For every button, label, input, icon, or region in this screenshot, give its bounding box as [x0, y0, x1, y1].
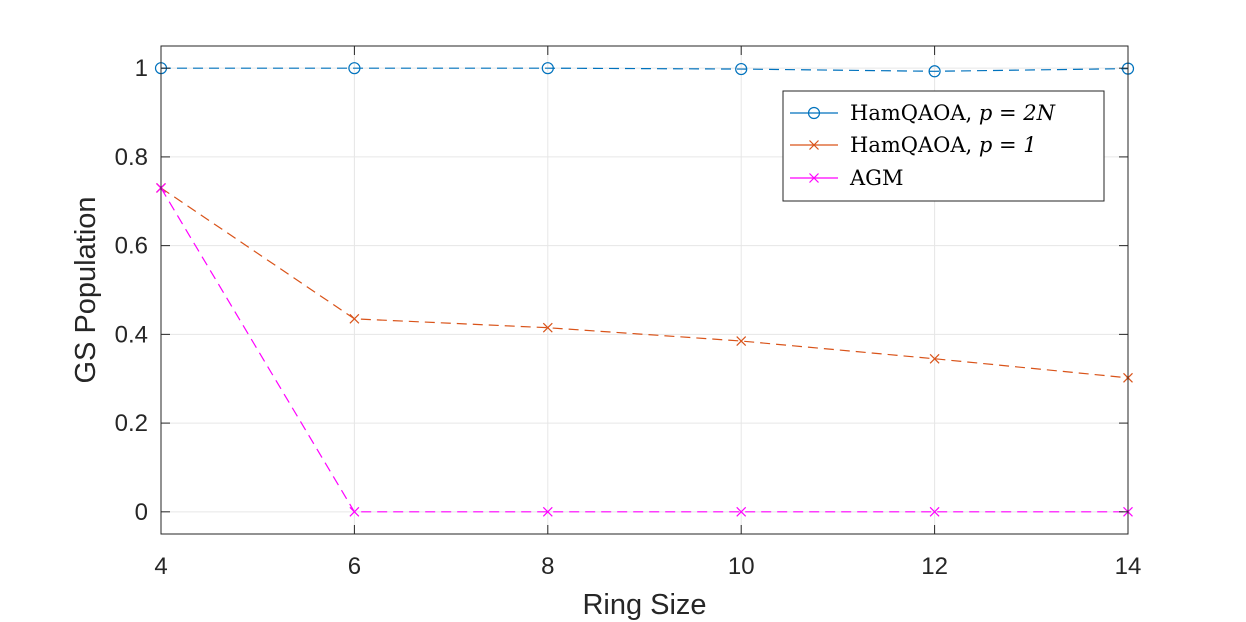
legend-label-text: HamQAOA, — [850, 133, 979, 157]
x-tick-label: 6 — [348, 553, 361, 580]
legend-label-2: HamQAOA, p = 1 — [850, 133, 1037, 157]
data-point-series-1 — [735, 62, 748, 76]
data-point-series-2 — [929, 353, 940, 364]
data-point-series-3 — [736, 506, 747, 517]
y-tick-label: 0.2 — [115, 410, 148, 437]
data-point-series-3 — [542, 506, 553, 517]
data-point-series-1 — [541, 62, 554, 75]
data-point-series-2 — [736, 336, 747, 346]
data-point-series-2 — [349, 313, 360, 324]
tick-labels: 4 6 8 10 12 14 0 0.2 0.4 0.6 0.8 1 — [115, 55, 1142, 580]
x-tick-label: 10 — [728, 553, 755, 580]
series-lines — [160, 67, 1129, 513]
x-axis-label: Ring Size — [582, 589, 706, 621]
data-point-series-3 — [929, 506, 940, 517]
legend-label-math: p = 1 — [979, 133, 1037, 157]
y-tick-label: 0.8 — [115, 144, 148, 171]
legend-label-math: p = 2N — [979, 101, 1056, 125]
legend-marker-2 — [809, 140, 819, 150]
y-axis-label: GS Population — [70, 196, 102, 383]
axis-ticks — [160, 46, 1129, 534]
series-line-2 — [160, 187, 1129, 379]
legend-label-3: AGM — [849, 166, 903, 190]
x-tick-label: 12 — [921, 553, 948, 580]
legend-label-text: HamQAOA, — [850, 101, 979, 125]
legend-label-text: AGM — [849, 166, 903, 190]
legend-label-1: HamQAOA, p = 2N — [850, 101, 1056, 125]
y-tick-label: 0.4 — [115, 321, 148, 348]
legend-marker-3 — [809, 173, 819, 183]
y-tick-label: 0.6 — [115, 233, 148, 260]
x-tick-label: 4 — [154, 553, 167, 580]
y-tick-label: 1 — [135, 55, 148, 82]
legend-box — [782, 90, 1105, 202]
data-point-series-1 — [928, 65, 941, 78]
series-line-1 — [161, 67, 1129, 72]
legend-marker-1 — [807, 106, 821, 120]
x-tick-label: 8 — [541, 553, 554, 580]
plot-frame — [160, 45, 1129, 535]
y-tick-label: 0 — [135, 499, 148, 526]
data-point-series-2 — [542, 322, 553, 333]
x-tick-label: 14 — [1115, 553, 1142, 580]
data-point-series-3 — [349, 506, 360, 517]
data-point-series-1 — [348, 62, 361, 75]
